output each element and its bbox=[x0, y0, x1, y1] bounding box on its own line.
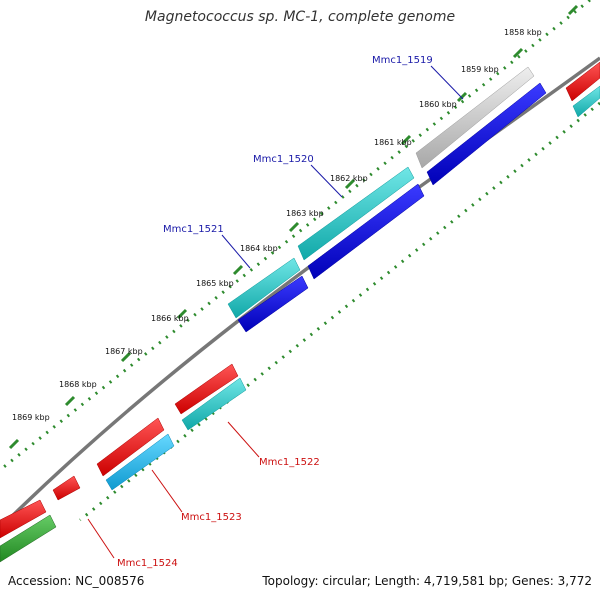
gene-arrow-mmc1-1522[interactable] bbox=[174, 363, 239, 415]
gene-arrow-mmc1-1521-strand2[interactable] bbox=[237, 275, 309, 333]
tick-label: 1862 kbp bbox=[330, 174, 368, 183]
tick-label: 1865 kbp bbox=[196, 279, 234, 288]
callout-lines bbox=[87, 65, 464, 559]
tick-label: 1867 kbp bbox=[105, 347, 143, 356]
gene-arrow-green[interactable] bbox=[0, 514, 57, 563]
tick-label: 1863 kbp bbox=[286, 209, 324, 218]
tick-labels: 1858 kbp 1859 kbp 1860 kbp 1861 kbp 1862… bbox=[12, 28, 542, 422]
gene-arrow-mmc1-1524[interactable] bbox=[52, 475, 81, 501]
gene-label-mmc1-1522[interactable]: Mmc1_1522 bbox=[259, 457, 320, 468]
outer-tick-ring bbox=[0, 0, 591, 472]
inner-tick-ring bbox=[79, 101, 600, 522]
major-ticks bbox=[8, 4, 579, 450]
gene-label-mmc1-1523[interactable]: Mmc1_1523 bbox=[181, 512, 242, 523]
tick-label: 1860 kbp bbox=[419, 100, 457, 109]
gene-arrow-mmc1-1523[interactable] bbox=[96, 417, 165, 477]
gene-arrow-mmc1-1520-strand2[interactable] bbox=[307, 183, 425, 280]
tick-label: 1868 kbp bbox=[59, 380, 97, 389]
gene-label-mmc1-1524[interactable]: Mmc1_1524 bbox=[117, 558, 178, 569]
forward-strand-genes bbox=[227, 61, 600, 333]
genome-summary-text: Topology: circular; Length: 4,719,581 bp… bbox=[262, 574, 592, 588]
reverse-strand-genes bbox=[0, 363, 247, 563]
genome-backbone bbox=[0, 56, 600, 530]
tick-label: 1869 kbp bbox=[12, 413, 50, 422]
gene-arrow-edge[interactable] bbox=[565, 61, 600, 102]
gene-arrow-mmc1-1519[interactable] bbox=[415, 66, 535, 169]
gene-labels: Mmc1_1519 Mmc1_1520 Mmc1_1521 Mmc1_1522 … bbox=[117, 55, 433, 569]
tick-label: 1866 kbp bbox=[151, 314, 189, 323]
tick-label: 1861 kbp bbox=[374, 138, 412, 147]
gene-label-mmc1-1521[interactable]: Mmc1_1521 bbox=[163, 224, 224, 235]
tick-label: 1859 kbp bbox=[461, 65, 499, 74]
gene-label-mmc1-1520[interactable]: Mmc1_1520 bbox=[253, 154, 314, 165]
tick-label: 1864 kbp bbox=[240, 244, 278, 253]
gene-arrow-mmc1-1522-strand2[interactable] bbox=[181, 377, 247, 431]
accession-text: Accession: NC_008576 bbox=[8, 574, 145, 588]
gene-arrow-mmc1-1521[interactable] bbox=[227, 257, 301, 319]
map-title: Magnetococcus sp. MC-1, complete genome bbox=[144, 9, 456, 25]
gene-arrow-mmc1-1520[interactable] bbox=[297, 166, 415, 261]
gene-arrow-mmc1-1524-strand2[interactable] bbox=[0, 499, 47, 539]
gene-arrow-edge-2[interactable] bbox=[572, 85, 600, 118]
tick-label: 1858 kbp bbox=[504, 28, 542, 37]
gene-label-mmc1-1519[interactable]: Mmc1_1519 bbox=[372, 55, 433, 66]
gene-arrow-mmc1-1519-strand2[interactable] bbox=[426, 82, 547, 186]
gene-arrow-mmc1-1523-strand2[interactable] bbox=[105, 433, 175, 491]
